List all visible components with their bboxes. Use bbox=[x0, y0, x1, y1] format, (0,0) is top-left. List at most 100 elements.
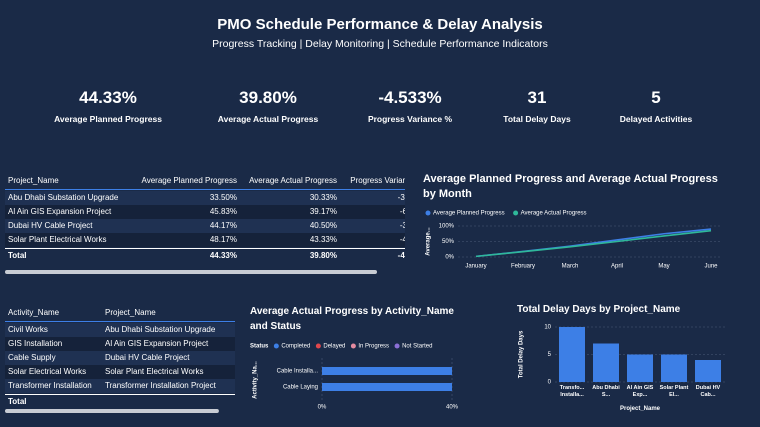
x-tick-label: Solar Plant El... bbox=[659, 385, 689, 398]
y-tick-label: Cable Laying bbox=[283, 385, 318, 391]
column-header: Project_Name bbox=[8, 176, 59, 185]
bar bbox=[661, 354, 687, 382]
legend-label: Average Planned Progress bbox=[433, 211, 505, 217]
y-tick-label: 50% bbox=[442, 239, 455, 245]
cell: Solar Plant Electrical Works bbox=[105, 367, 204, 376]
column-header: Average Planned Progress bbox=[141, 176, 237, 185]
cell: Dubai HV Cable Project bbox=[105, 353, 190, 362]
cell: Transformer Installation Project bbox=[105, 381, 216, 390]
cell: -3. bbox=[397, 193, 405, 202]
cell: 48.17% bbox=[209, 235, 237, 244]
x-tick-label: Dubai HV Cab... bbox=[695, 385, 721, 398]
y-tick-label: 0 bbox=[548, 380, 552, 386]
row-bg bbox=[5, 191, 405, 205]
table-header-bg bbox=[5, 305, 235, 322]
kpi-value: 39.80% bbox=[239, 88, 297, 107]
kpi-label: Delayed Activities bbox=[619, 114, 693, 124]
legend-label: Delayed bbox=[323, 344, 345, 350]
y-axis-label: Average... bbox=[426, 227, 432, 256]
legend-marker bbox=[425, 210, 431, 216]
x-tick-label: Al Ain GIS Exp... bbox=[626, 385, 654, 398]
cell: Cable Supply bbox=[8, 353, 56, 362]
scrollbar bbox=[5, 270, 377, 274]
x-tick-label: 0% bbox=[318, 405, 327, 411]
kpi-value: 31 bbox=[527, 88, 547, 107]
total-bg bbox=[5, 394, 235, 408]
cell: 40.50% bbox=[309, 221, 337, 230]
cell: 45.83% bbox=[209, 207, 237, 216]
y-tick-label: 100% bbox=[439, 224, 455, 230]
cell: 30.33% bbox=[309, 193, 337, 202]
legend-label: Completed bbox=[281, 344, 310, 350]
chart-title: Total Delay Days by Project_Name bbox=[517, 304, 681, 315]
total-cell: Total bbox=[8, 397, 27, 406]
column-header: Project_Name bbox=[105, 308, 156, 317]
legend-label: Average Actual Progress bbox=[521, 211, 587, 217]
row-bg bbox=[5, 379, 235, 393]
total-bg bbox=[5, 248, 405, 264]
column-header: Activity_Name bbox=[8, 308, 60, 317]
cell: 44.17% bbox=[209, 221, 237, 230]
bar bbox=[559, 327, 585, 382]
legend-marker bbox=[394, 343, 400, 349]
legend-marker bbox=[513, 210, 519, 216]
total-cell: -4. bbox=[397, 251, 405, 260]
x-tick-label: January bbox=[465, 264, 486, 270]
x-tick-label: April bbox=[611, 264, 623, 270]
legend-marker bbox=[273, 343, 279, 349]
legend-marker bbox=[315, 343, 321, 349]
legend-marker bbox=[350, 343, 356, 349]
bar bbox=[322, 383, 452, 391]
title: PMO Schedule Performance & Delay Analysi… bbox=[217, 16, 543, 33]
total-cell: 44.33% bbox=[209, 251, 237, 260]
cell: Abu Dhabi Substation Upgrade bbox=[105, 325, 216, 334]
cell: Dubai HV Cable Project bbox=[8, 221, 93, 230]
cell: 43.33% bbox=[309, 235, 337, 244]
x-tick-label: Transfo... Installa... bbox=[559, 385, 585, 398]
x-tick-label: February bbox=[511, 264, 535, 270]
x-tick-label: June bbox=[704, 264, 718, 270]
row-bg bbox=[5, 323, 235, 337]
cell: -6 bbox=[399, 207, 405, 216]
row-bg bbox=[5, 337, 235, 351]
x-tick-label: 40% bbox=[446, 405, 459, 411]
y-tick-label: 5 bbox=[548, 352, 552, 358]
row-bg bbox=[5, 351, 235, 365]
y-axis-label: Total Delay Days bbox=[519, 330, 525, 378]
cell: 33.50% bbox=[209, 193, 237, 202]
legend-label: In Progress bbox=[358, 344, 389, 350]
kpi-value: 44.33% bbox=[79, 88, 137, 107]
kpi-label: Average Planned Progress bbox=[54, 114, 162, 124]
total-cell: 39.80% bbox=[309, 251, 337, 260]
y-tick-label: Cable Installa... bbox=[277, 369, 319, 375]
kpi-value: -4.533% bbox=[378, 88, 442, 107]
legend-title: Status bbox=[250, 344, 269, 350]
row-bg bbox=[5, 219, 405, 233]
cell: Al Ain GIS Expansion Project bbox=[105, 339, 209, 348]
chart-title: Average Planned Progress and Average Act… bbox=[423, 173, 718, 200]
x-tick-label: May bbox=[658, 264, 669, 270]
subtitle: Progress Tracking | Delay Monitoring | S… bbox=[212, 38, 548, 50]
table: Activity_Name Project_Name Civil Works Abu … bbox=[5, 305, 235, 408]
line-series bbox=[475, 229, 712, 258]
bar bbox=[322, 367, 452, 375]
y-tick-label: 0% bbox=[445, 255, 454, 261]
table-header-bg bbox=[5, 173, 405, 190]
table: Project_Name Average Planned Progress Aver… bbox=[5, 173, 405, 269]
kpi-label: Progress Variance % bbox=[367, 114, 453, 124]
kpi-label: Average Actual Progress bbox=[217, 114, 319, 124]
row-bg bbox=[5, 365, 235, 379]
bar bbox=[593, 343, 619, 382]
cell: -3 bbox=[399, 221, 405, 230]
cell: GIS Installation bbox=[8, 339, 63, 348]
cell: Al Ain GIS Expansion Project bbox=[8, 207, 112, 216]
cell: Solar Plant Electrical Works bbox=[8, 235, 107, 244]
column-header: Progress Varian bbox=[350, 176, 405, 185]
y-axis-label: Activity_Na... bbox=[253, 361, 259, 399]
scrollbar bbox=[5, 409, 219, 413]
column-header: Average Actual Progress bbox=[249, 176, 337, 185]
row-bg bbox=[5, 233, 405, 247]
kpi-label: Total Delay Days bbox=[503, 114, 571, 124]
x-axis-label: Project_Name bbox=[619, 406, 661, 412]
